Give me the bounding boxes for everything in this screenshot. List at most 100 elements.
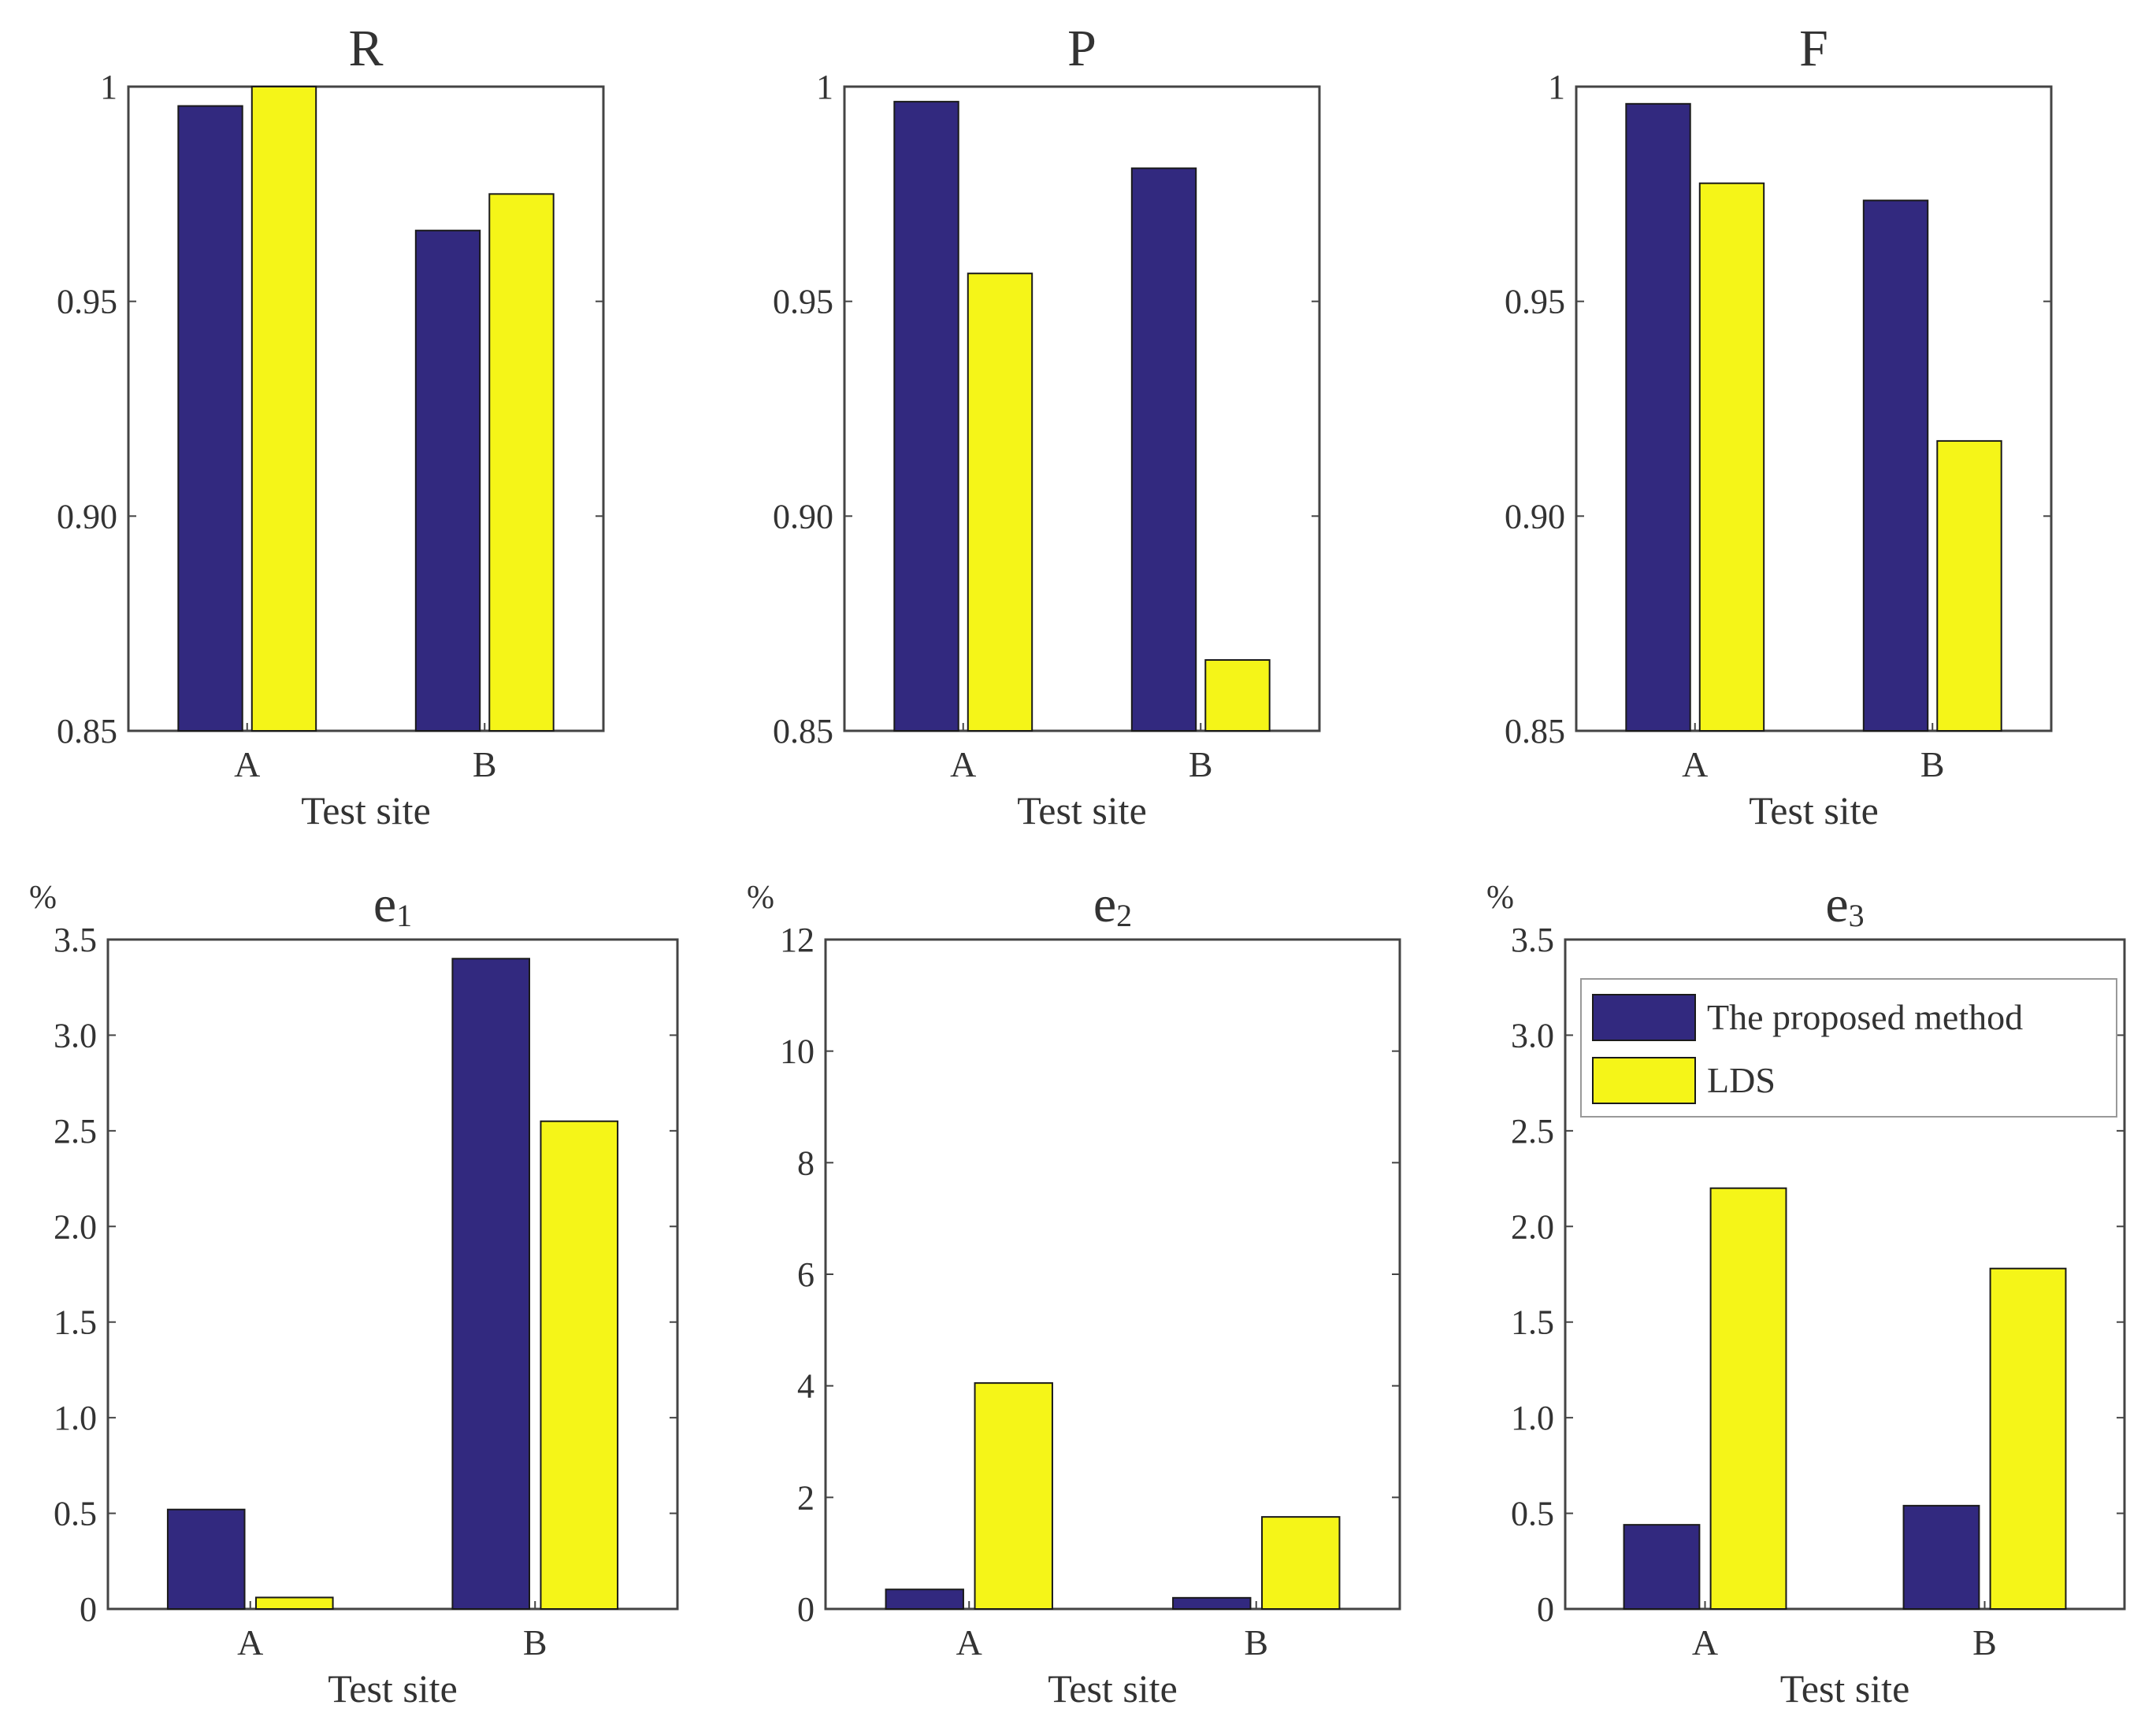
y-tick-label: 0 [1537,1590,1554,1629]
y-tick-label: 3.5 [54,921,97,959]
chart-F: F 0.85 0.90 0.95 1 A B Test site [1505,20,2053,832]
y-tick-label: 1 [816,68,833,106]
chart-P: P 0.85 0.90 0.95 1 A B Test site [773,20,1321,832]
y-tick-label: 2.0 [54,1207,97,1246]
y-tick-label: 0.90 [1505,497,1565,536]
bar-R-B-s2 [488,193,555,732]
x-axis-label: Test site [1048,1666,1178,1711]
y-tick-label: 1.0 [1511,1399,1554,1437]
y-tick-label: 0.85 [1505,712,1565,751]
y-tick-label: 8 [797,1144,815,1182]
bar-e2-B-s2 [1261,1516,1341,1610]
bar-e2-B-s1 [1172,1596,1252,1611]
x-category-label: A [1692,1622,1718,1663]
chart-title: F [1799,20,1828,77]
y-tick-label: 4 [797,1367,815,1406]
bar-R-A-s2 [250,86,317,732]
chart-title-subscript: 3 [1849,898,1865,933]
y-tick-label: 1 [1548,68,1565,106]
plot-frame [824,938,1401,1611]
y-tick-label: 0.85 [57,712,117,751]
chart-R: R 0.85 0.90 0.95 1 A B Test site [57,20,605,832]
y-tick-label: 0.95 [1505,283,1565,321]
unit-label: % [1486,880,1514,916]
chart-title: e3 [1825,876,1864,933]
y-tick-label: 0 [797,1590,815,1629]
x-category-label: A [1682,744,1708,784]
chart-e1: e1% 0 0.5 1.0 1.5 2.0 2.5 3.0 3.5 A B Test site [29,876,679,1711]
bar-e2-A-s1 [885,1588,964,1611]
y-tick-label: 3.0 [54,1016,97,1055]
bar-F-A-s2 [1698,182,1765,732]
bar-P-B-s1 [1130,167,1197,732]
bar-e3-B-s2 [1989,1267,2067,1610]
bar-P-B-s2 [1204,659,1271,732]
y-tick-label: 0.95 [57,283,117,321]
y-tick-label: 0.85 [773,712,833,751]
x-axis-label: Test site [1780,1666,1910,1711]
y-tick-label: 12 [780,921,815,959]
y-tick-label: 3.5 [1511,921,1554,959]
y-tick-label: 2.5 [54,1112,97,1151]
chart-title: e2 [1093,876,1132,933]
bar-R-B-s1 [414,229,481,732]
x-category-label: A [237,1622,263,1663]
bar-R-A-s1 [177,105,243,732]
y-tick-label: 3.0 [1511,1016,1554,1055]
plot-frame [1575,85,2053,732]
chart-title: R [348,20,383,77]
chart-e2: e2% 0 2 4 6 8 10 12 A B Test site [747,876,1401,1711]
bar-e3-B-s1 [1902,1504,1980,1611]
plot-frame [843,85,1321,732]
chart-title-main: e [373,876,396,933]
bar-e1-B-s1 [451,958,531,1611]
bar-e1-A-s2 [254,1596,334,1611]
bar-F-B-s2 [1936,439,2002,732]
x-axis-label: Test site [1017,788,1147,832]
chart-e3: e3% 0 0.5 1.0 1.5 2.0 2.5 3.0 3.5 A B Test site The … [1486,876,2126,1711]
x-category-label: A [234,744,260,784]
x-axis-label: Test site [1749,788,1879,832]
x-category-label: B [1244,1622,1268,1663]
legend-label-1: The proposed method [1707,997,2023,1037]
y-tick-label: 6 [797,1255,815,1294]
plot-frame [127,85,605,732]
unit-label: % [747,880,774,916]
y-tick-label: 2.0 [1511,1207,1554,1246]
y-tick-label: 0.90 [773,497,833,536]
x-category-label: A [956,1622,982,1663]
legend-label-2: LDS [1707,1060,1776,1100]
y-tick-label: 1.0 [54,1399,97,1437]
y-tick-label: 10 [780,1032,815,1071]
chart-title-main: e [1093,876,1116,933]
y-tick-label: 2.5 [1511,1112,1554,1151]
chart-title-main: F [1799,20,1828,77]
chart-title-main: P [1067,20,1097,77]
x-category-label: B [1972,1622,1997,1663]
x-category-label: A [950,744,976,784]
bar-P-A-s2 [967,272,1033,732]
x-category-label: B [1189,744,1213,784]
chart-title-subscript: 1 [396,898,412,933]
x-axis-label: Test site [301,788,431,832]
x-category-label: B [473,744,497,784]
bar-F-A-s1 [1625,102,1691,732]
chart-title-main: e [1825,876,1848,933]
y-tick-label: 1.5 [54,1303,97,1342]
y-tick-label: 1.5 [1511,1303,1554,1342]
plot-frame [106,938,679,1611]
bar-e1-B-s2 [540,1120,619,1610]
legend-swatch-2 [1592,1057,1696,1104]
chart-title: e1 [373,876,412,933]
legend-swatch-1 [1592,994,1696,1041]
chart-title-main: R [348,20,383,77]
plot-frame [1564,938,2126,1611]
y-tick-label: 0.5 [54,1495,97,1533]
chart-title: P [1067,20,1097,77]
bar-P-A-s1 [893,101,959,732]
legend: The proposed method LDS [1580,978,2117,1118]
chart-title-subscript: 2 [1116,898,1132,933]
y-tick-label: 0.95 [773,283,833,321]
y-tick-label: 0 [80,1590,97,1629]
